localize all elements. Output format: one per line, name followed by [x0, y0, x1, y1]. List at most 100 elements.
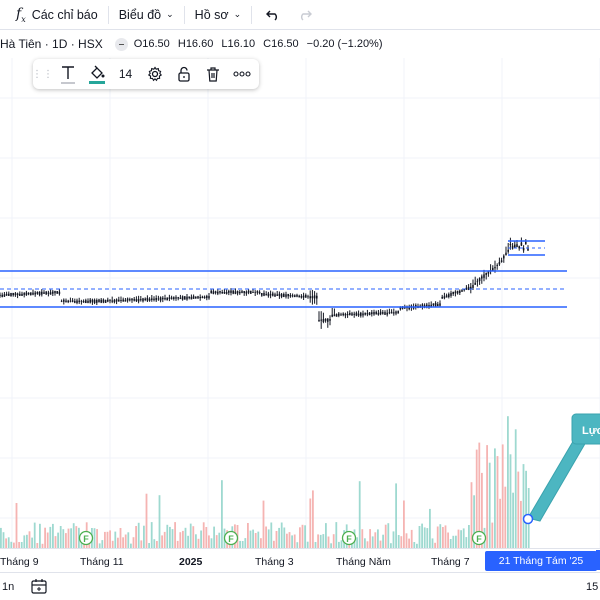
text-style-button[interactable]	[53, 59, 82, 89]
volume-bar	[262, 500, 265, 548]
candle	[21, 293, 23, 296]
volume-bar	[522, 464, 525, 548]
volume-bar	[257, 531, 260, 548]
volume-bar	[93, 528, 96, 548]
settings-button[interactable]	[140, 59, 169, 89]
volume-bar	[202, 522, 205, 548]
gear-icon	[147, 66, 162, 82]
candle	[483, 274, 485, 278]
candle	[349, 313, 351, 315]
candle	[272, 293, 274, 296]
volume-bar	[161, 535, 163, 548]
candle	[276, 294, 278, 296]
candle	[16, 293, 19, 296]
volume-bar	[247, 523, 249, 548]
candle	[157, 298, 160, 300]
candle	[520, 242, 523, 246]
candle	[100, 299, 102, 303]
volume-bar	[395, 483, 397, 548]
volume-bar	[429, 508, 431, 548]
candle	[305, 294, 307, 298]
candle	[124, 299, 127, 302]
drag-handle-icon[interactable]: ⋮⋮	[32, 68, 54, 80]
line-color-button[interactable]	[82, 59, 111, 89]
more-button[interactable]	[227, 59, 256, 89]
volume-bar	[122, 537, 124, 548]
time-axis[interactable]: Tháng 9 Tháng 11 2025 Tháng 3 Tháng Năm …	[0, 548, 600, 572]
candle	[201, 296, 204, 298]
event-marker-circle	[341, 530, 357, 546]
range-button[interactable]: 1n	[2, 581, 15, 593]
candle	[324, 318, 327, 321]
event-marker: F	[223, 530, 239, 546]
candle	[426, 304, 428, 307]
lock-button[interactable]	[169, 59, 198, 89]
volume-bar	[309, 498, 312, 548]
volume-bar	[452, 535, 455, 548]
candle	[208, 296, 210, 299]
volume-bar	[252, 529, 254, 548]
candle	[362, 313, 364, 316]
volume-bar	[153, 539, 156, 548]
crosshair-edge-marker	[596, 550, 600, 570]
candle	[454, 291, 457, 294]
volume-bar	[371, 536, 374, 548]
delete-button[interactable]	[198, 59, 227, 89]
undo-button[interactable]	[260, 2, 286, 28]
volume-bar	[104, 531, 106, 548]
chart-menu-label: Biểu đồ	[118, 7, 162, 22]
candle	[212, 291, 215, 294]
calendar-icon[interactable]	[30, 578, 48, 595]
volume-bar	[379, 540, 382, 548]
candle	[142, 298, 144, 302]
volume-bar	[195, 534, 197, 548]
volume-bar	[423, 527, 426, 548]
volume-bar	[439, 524, 442, 548]
volume-bar	[499, 498, 501, 548]
profile-menu-button[interactable]: Hồ sơ ⌄	[189, 2, 247, 28]
candle	[210, 290, 212, 293]
volume-bar	[23, 535, 26, 548]
candle	[507, 249, 509, 252]
more-icon	[232, 71, 251, 77]
candle	[74, 301, 76, 303]
candle	[267, 293, 270, 297]
candle	[252, 292, 254, 293]
redo-button[interactable]	[292, 2, 318, 28]
symbol-title[interactable]: Hà Tiên · 1D · HSX	[0, 37, 103, 51]
candle	[296, 294, 298, 297]
indicators-button[interactable]: fx Các chỉ báo	[10, 2, 104, 28]
candle	[368, 312, 371, 316]
candle	[432, 303, 435, 306]
candle	[366, 313, 369, 315]
candle	[342, 313, 344, 316]
volume-bar	[18, 542, 20, 548]
font-size-button[interactable]: 14	[118, 67, 133, 81]
volume-bar	[301, 524, 304, 548]
volume-bar	[369, 529, 371, 548]
candle	[188, 296, 190, 299]
collapse-legend-icon[interactable]	[114, 37, 128, 51]
callout-box	[571, 413, 600, 445]
chevron-down-icon: ⌄	[166, 9, 174, 19]
chart-menu-button[interactable]: Biểu đồ ⌄	[113, 2, 180, 28]
price-chart[interactable]: F F F F Lực	[0, 58, 600, 548]
candle	[287, 293, 289, 297]
candle	[243, 291, 245, 293]
x-tick: Tháng 9	[0, 556, 39, 568]
volume-bar	[72, 523, 75, 548]
candle	[437, 304, 439, 307]
callout[interactable]: Lực	[522, 413, 600, 525]
candle	[221, 292, 223, 294]
volume-bar	[332, 534, 335, 548]
candle	[236, 291, 239, 294]
x-tick: Tháng Năm	[336, 556, 391, 568]
volume-bar	[101, 540, 104, 548]
candle	[285, 294, 287, 297]
candle	[214, 291, 217, 293]
candle	[25, 292, 28, 296]
candle	[357, 313, 360, 316]
callout-anchor-handle[interactable]	[522, 513, 534, 525]
volume-bar	[296, 542, 299, 548]
